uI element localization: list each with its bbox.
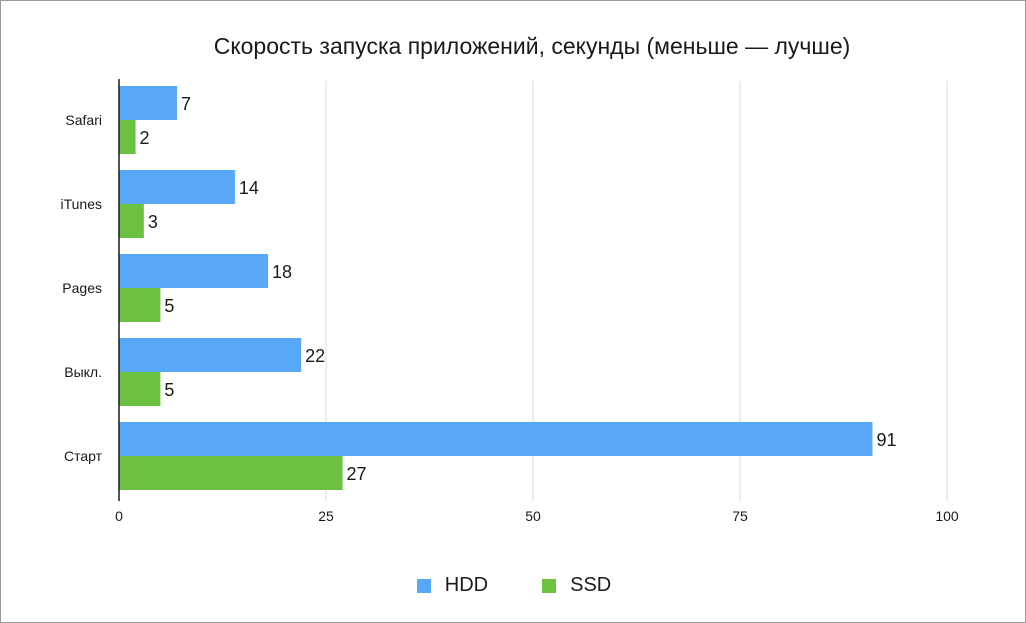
data-label: 2 bbox=[140, 128, 150, 148]
bar-hdd bbox=[119, 254, 269, 288]
bar-ssd bbox=[119, 288, 161, 322]
data-label: 18 bbox=[272, 262, 292, 282]
category-label: Старт bbox=[64, 448, 103, 464]
legend-swatch bbox=[416, 578, 431, 593]
category-label: Pages bbox=[62, 280, 102, 296]
bar-ssd bbox=[119, 372, 161, 406]
category-label: Safari bbox=[65, 112, 102, 128]
x-tick-label: 50 bbox=[525, 508, 541, 524]
bar-ssd bbox=[119, 456, 343, 490]
x-tick-label: 75 bbox=[732, 508, 748, 524]
bar-ssd bbox=[119, 120, 136, 154]
bar-hdd bbox=[119, 86, 177, 120]
chart-title: Скорость запуска приложений, секунды (ме… bbox=[213, 33, 851, 59]
data-label: 3 bbox=[148, 212, 158, 232]
legend-label: SSD bbox=[570, 574, 612, 596]
data-label: 14 bbox=[239, 178, 259, 198]
data-label: 27 bbox=[347, 464, 367, 484]
data-label: 5 bbox=[164, 380, 174, 400]
legend-item-hdd: HDD bbox=[416, 574, 489, 597]
x-tick-label: 100 bbox=[935, 508, 959, 524]
legend-item-ssd: SSD bbox=[542, 574, 611, 597]
category-label: iTunes bbox=[60, 196, 102, 212]
x-tick-label: 0 bbox=[115, 508, 123, 524]
data-label: 91 bbox=[876, 430, 896, 450]
bar-hdd bbox=[119, 338, 302, 372]
bar-hdd bbox=[119, 170, 235, 204]
bar-hdd bbox=[119, 422, 873, 456]
category-label: Выкл. bbox=[64, 364, 102, 380]
data-label: 22 bbox=[305, 346, 325, 366]
data-label: 7 bbox=[181, 94, 191, 114]
bar-ssd bbox=[119, 204, 144, 238]
legend: HDD SSD bbox=[1, 574, 1026, 597]
bar-chart: 0 25 50 75 100 Safari 7 2 iTunes 14 3 Pages 18 5 Выкл.… bbox=[60, 79, 959, 524]
x-tick-label: 25 bbox=[318, 508, 334, 524]
data-label: 5 bbox=[164, 296, 174, 316]
legend-label: HDD bbox=[444, 574, 489, 596]
legend-swatch bbox=[542, 578, 557, 593]
